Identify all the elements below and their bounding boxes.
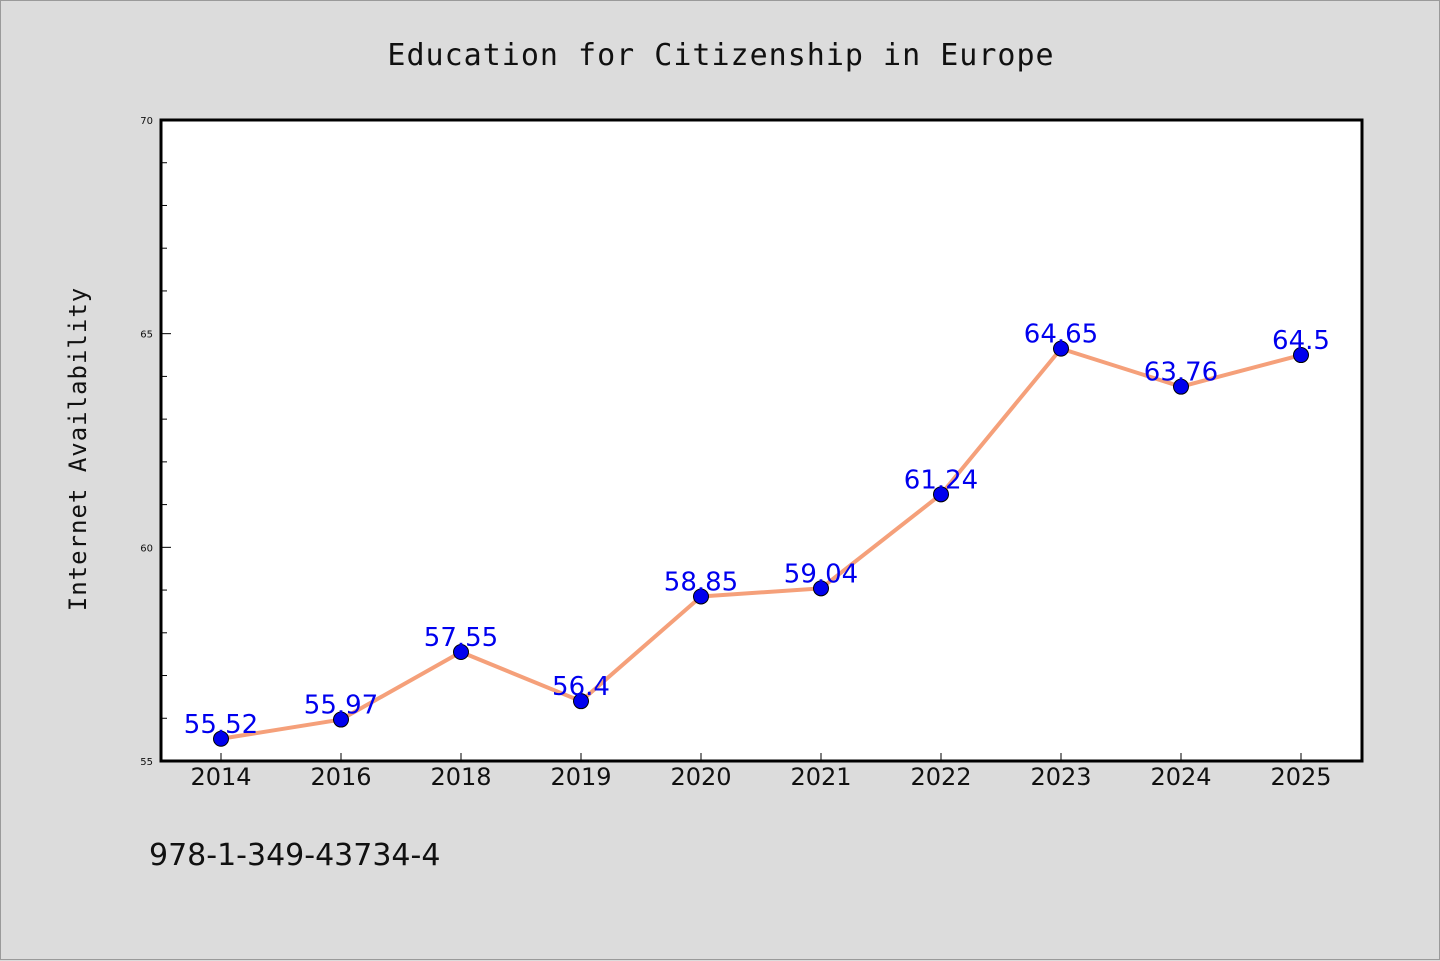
data-label: 59.04	[784, 559, 858, 589]
x-tick-label: 2020	[670, 763, 731, 791]
y-tick-label: 55	[140, 757, 153, 768]
x-tick-label: 2024	[1150, 763, 1211, 791]
data-point-marker	[333, 711, 349, 728]
data-label: 63.76	[1144, 358, 1218, 388]
series-line	[219, 346, 1303, 741]
x-tick-label: 2016	[310, 763, 371, 791]
data-label: 61.24	[904, 465, 978, 495]
data-label: 55.97	[304, 691, 378, 721]
chart-title: Education for Citizenship in Europe	[387, 38, 1054, 73]
x-tick-label: 2014	[190, 763, 251, 791]
x-tick-label: 2023	[1030, 763, 1091, 791]
plot-area	[159, 118, 1364, 763]
series-layer	[213, 340, 1309, 747]
data-point-marker	[693, 588, 709, 605]
x-tick-label: 2022	[910, 763, 971, 791]
data-point-marker	[1173, 378, 1189, 395]
x-axis-ticks: 2014 2016 2018 2019 2020 2021 2022 2023 2024 2025	[190, 753, 1332, 791]
data-label: 64.5	[1272, 326, 1330, 356]
x-tick-label: 2019	[550, 763, 611, 791]
data-point-marker	[213, 730, 229, 747]
y-axis-label: Internet Availability	[64, 287, 92, 611]
data-point-marker	[933, 486, 949, 503]
data-label: 55.52	[184, 710, 258, 740]
y-axis-ticks: 55 60 65 70	[140, 116, 171, 768]
data-label: 56.4	[552, 672, 610, 702]
data-label: 57.55	[424, 623, 498, 653]
data-point-marker	[453, 644, 469, 661]
data-point-marker	[1053, 340, 1069, 357]
data-label: 58.85	[664, 567, 738, 597]
data-label-layer: 55.52 55.97 57.55 56.4 58.85 59.04 61.24 64.65 6…	[184, 320, 1330, 740]
y-tick-label: 65	[140, 330, 153, 341]
y-tick-label: 60	[140, 543, 153, 554]
data-point-marker	[813, 580, 829, 597]
data-point-marker	[573, 693, 589, 710]
y-tick-label: 70	[140, 116, 153, 127]
data-point-marker	[1293, 347, 1309, 364]
isbn-footer: 978-1-349-43734-4	[149, 838, 440, 873]
data-label: 64.65	[1024, 320, 1098, 350]
x-tick-label: 2018	[430, 763, 491, 791]
x-tick-label: 2025	[1270, 763, 1331, 791]
x-tick-label: 2021	[790, 763, 851, 791]
